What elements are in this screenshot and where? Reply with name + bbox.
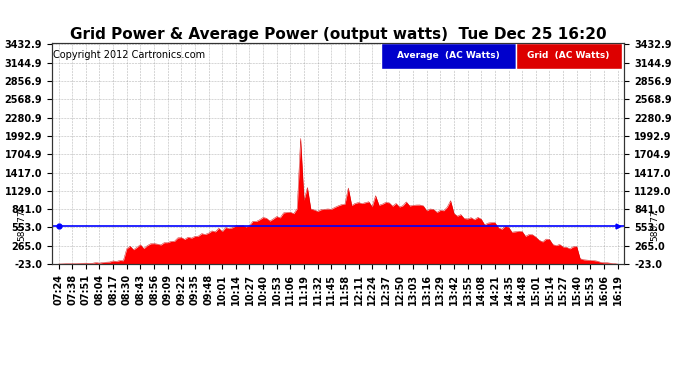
Text: Average  (AC Watts): Average (AC Watts) bbox=[397, 51, 500, 60]
Text: 580.77: 580.77 bbox=[17, 210, 26, 242]
Text: Copyright 2012 Cartronics.com: Copyright 2012 Cartronics.com bbox=[53, 50, 205, 60]
FancyBboxPatch shape bbox=[515, 43, 622, 69]
FancyBboxPatch shape bbox=[381, 43, 515, 69]
Text: 580.77: 580.77 bbox=[650, 210, 659, 242]
Text: Grid  (AC Watts): Grid (AC Watts) bbox=[527, 51, 610, 60]
Title: Grid Power & Average Power (output watts)  Tue Dec 25 16:20: Grid Power & Average Power (output watts… bbox=[70, 27, 607, 42]
